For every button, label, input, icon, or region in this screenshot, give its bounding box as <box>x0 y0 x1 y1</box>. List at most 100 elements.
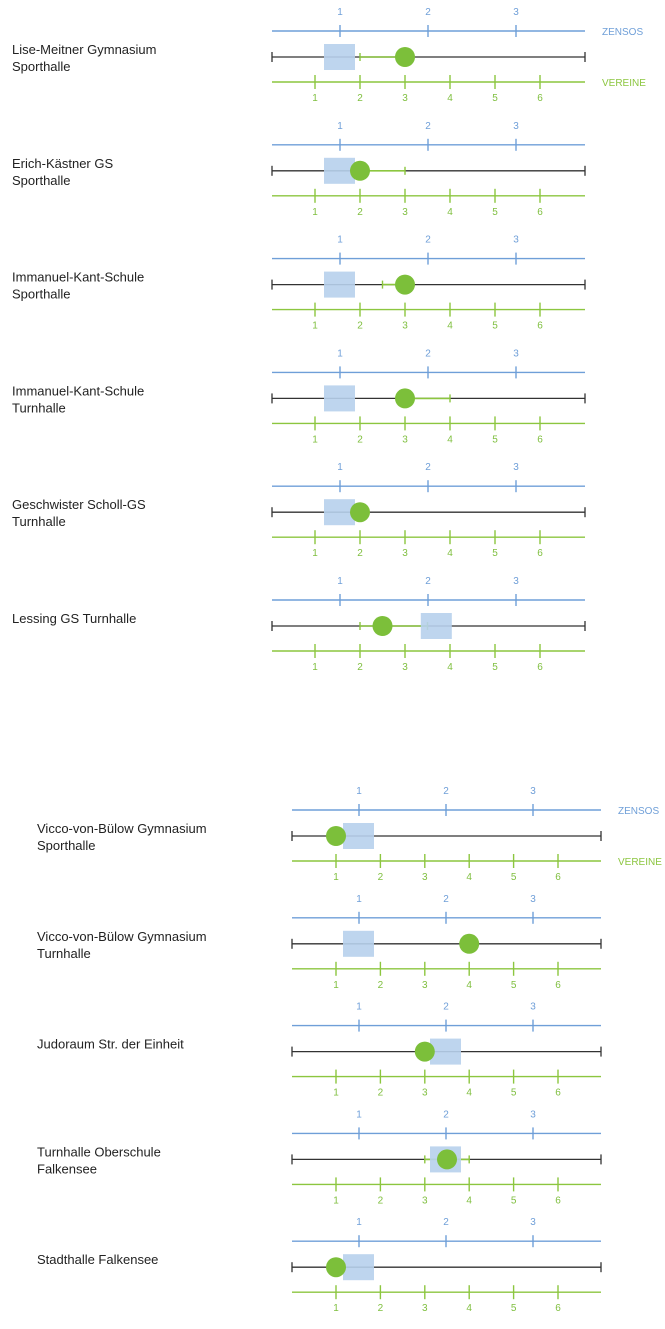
vereine-tick-label: 4 <box>447 662 453 673</box>
vereine-marker <box>395 47 415 67</box>
vereine-tick-label: 2 <box>378 872 384 883</box>
zensos-marker <box>324 385 355 412</box>
venue-row: Erich-Kästner GS Sporthalle 1 2 3 1 2 3 4 5 6 <box>12 121 586 218</box>
vereine-tick-label: 3 <box>422 1303 428 1314</box>
zensos-tick-label: 1 <box>356 894 362 905</box>
zensos-tick-label: 2 <box>425 121 431 132</box>
vereine-tick-label: 3 <box>422 1195 428 1206</box>
zensos-tick-label: 1 <box>337 121 343 132</box>
venue-label: Sporthalle <box>12 287 71 302</box>
zensos-tick-label: 2 <box>443 1109 449 1120</box>
vereine-tick-label: 2 <box>357 548 363 559</box>
zensos-tick-label: 1 <box>356 786 362 797</box>
vereine-tick-label: 4 <box>466 980 472 991</box>
zensos-marker <box>420 613 452 639</box>
vereine-marker <box>459 933 480 954</box>
vereine-tick-label: 5 <box>492 93 498 104</box>
zensos-tick-label: 2 <box>425 462 431 473</box>
vereine-tick-label: 3 <box>402 207 408 218</box>
venue-label: Falkensee <box>37 1161 97 1176</box>
zensos-tick-label: 2 <box>443 786 449 797</box>
vereine-tick-label: 1 <box>312 434 318 445</box>
zensos-legend-label: ZENSOS <box>602 27 643 38</box>
venue-label: Stadthalle Falkensee <box>37 1252 158 1267</box>
venue-label: Erich-Kästner GS <box>12 156 113 171</box>
zensos-tick-label: 2 <box>425 235 431 246</box>
venue-row: Judoraum Str. der Einheit 1 2 3 1 2 3 4 5 6 <box>37 1002 602 1099</box>
vereine-marker <box>372 616 393 636</box>
vereine-tick-label: 4 <box>466 1303 472 1314</box>
vereine-marker <box>395 388 415 409</box>
zensos-tick-label: 1 <box>337 7 343 18</box>
vereine-marker <box>350 160 370 181</box>
zensos-marker <box>343 1254 374 1281</box>
vereine-marker <box>326 826 346 846</box>
venue-label: Sporthalle <box>12 173 71 188</box>
zensos-tick-label: 2 <box>425 576 431 587</box>
vereine-tick-label: 6 <box>555 1088 561 1099</box>
zensos-tick-label: 3 <box>513 348 519 359</box>
vereine-tick-label: 1 <box>312 662 318 673</box>
vereine-tick-label: 6 <box>555 872 561 883</box>
venue-label: Turnhalle <box>37 946 91 961</box>
vereine-tick-label: 3 <box>402 434 408 445</box>
venue-row: Immanuel-Kant-Schule Turnhalle 1 2 3 1 2 3 4 5 6 <box>12 348 586 445</box>
zensos-tick-label: 3 <box>513 576 519 587</box>
vereine-tick-label: 2 <box>378 1088 384 1099</box>
zensos-tick-label: 1 <box>356 1109 362 1120</box>
venue-row: Stadthalle Falkensee 1 2 3 1 2 3 4 5 6 <box>37 1217 602 1314</box>
vereine-tick-label: 6 <box>555 980 561 991</box>
venue-label: Vicco-von-Bülow Gymnasium <box>37 929 207 944</box>
vereine-legend-label: VEREINE <box>618 857 662 868</box>
vereine-tick-label: 3 <box>422 980 428 991</box>
vereine-tick-label: 6 <box>537 662 543 673</box>
vereine-tick-label: 5 <box>511 1303 517 1314</box>
zensos-tick-label: 3 <box>513 235 519 246</box>
zensos-tick-label: 3 <box>530 786 536 797</box>
vereine-tick-label: 3 <box>422 872 428 883</box>
vereine-legend-label: VEREINE <box>602 78 646 89</box>
vereine-tick-label: 1 <box>333 1088 339 1099</box>
zensos-tick-label: 3 <box>530 1109 536 1120</box>
venue-row: Geschwister Scholl-GS Turnhalle 1 2 3 1 2 3 4 5 6 <box>12 462 586 559</box>
venue-label: Lessing GS Turnhalle <box>12 611 136 626</box>
vereine-tick-label: 2 <box>357 434 363 445</box>
zensos-tick-label: 2 <box>425 348 431 359</box>
zensos-tick-label: 1 <box>356 1002 362 1013</box>
venue-row: Vicco-von-Bülow Gymnasium Sporthalle 1 2 3 1 2… <box>37 786 662 883</box>
vereine-tick-label: 6 <box>537 434 543 445</box>
vereine-tick-label: 2 <box>378 1195 384 1206</box>
vereine-marker <box>350 502 370 523</box>
zensos-tick-label: 1 <box>356 1217 362 1228</box>
zensos-marker <box>324 44 355 70</box>
zensos-tick-label: 3 <box>530 1002 536 1013</box>
venue-label: Vicco-von-Bülow Gymnasium <box>37 821 207 836</box>
zensos-tick-label: 2 <box>443 1217 449 1228</box>
vereine-tick-label: 1 <box>312 93 318 104</box>
vereine-tick-label: 2 <box>357 321 363 332</box>
vereine-tick-label: 4 <box>447 434 453 445</box>
zensos-marker <box>430 1038 461 1065</box>
vereine-tick-label: 5 <box>492 207 498 218</box>
vereine-tick-label: 2 <box>357 662 363 673</box>
vereine-marker <box>395 274 415 295</box>
venue-label: Geschwister Scholl-GS <box>12 497 146 512</box>
vereine-tick-label: 1 <box>333 872 339 883</box>
vereine-tick-label: 5 <box>492 321 498 332</box>
venue-row: Immanuel-Kant-Schule Sporthalle 1 2 3 1 2 3 4 5 6 <box>12 235 586 332</box>
vereine-tick-label: 1 <box>312 321 318 332</box>
vereine-tick-label: 2 <box>378 980 384 991</box>
vereine-tick-label: 2 <box>378 1303 384 1314</box>
zensos-tick-label: 1 <box>337 576 343 587</box>
vereine-tick-label: 5 <box>511 1195 517 1206</box>
zensos-marker <box>343 823 374 849</box>
vereine-tick-label: 5 <box>511 1088 517 1099</box>
vereine-tick-label: 3 <box>422 1088 428 1099</box>
zensos-marker <box>324 271 355 298</box>
vereine-tick-label: 3 <box>402 548 408 559</box>
vereine-tick-label: 5 <box>492 434 498 445</box>
vereine-tick-label: 6 <box>537 548 543 559</box>
vereine-tick-label: 6 <box>537 207 543 218</box>
vereine-tick-label: 4 <box>447 548 453 559</box>
